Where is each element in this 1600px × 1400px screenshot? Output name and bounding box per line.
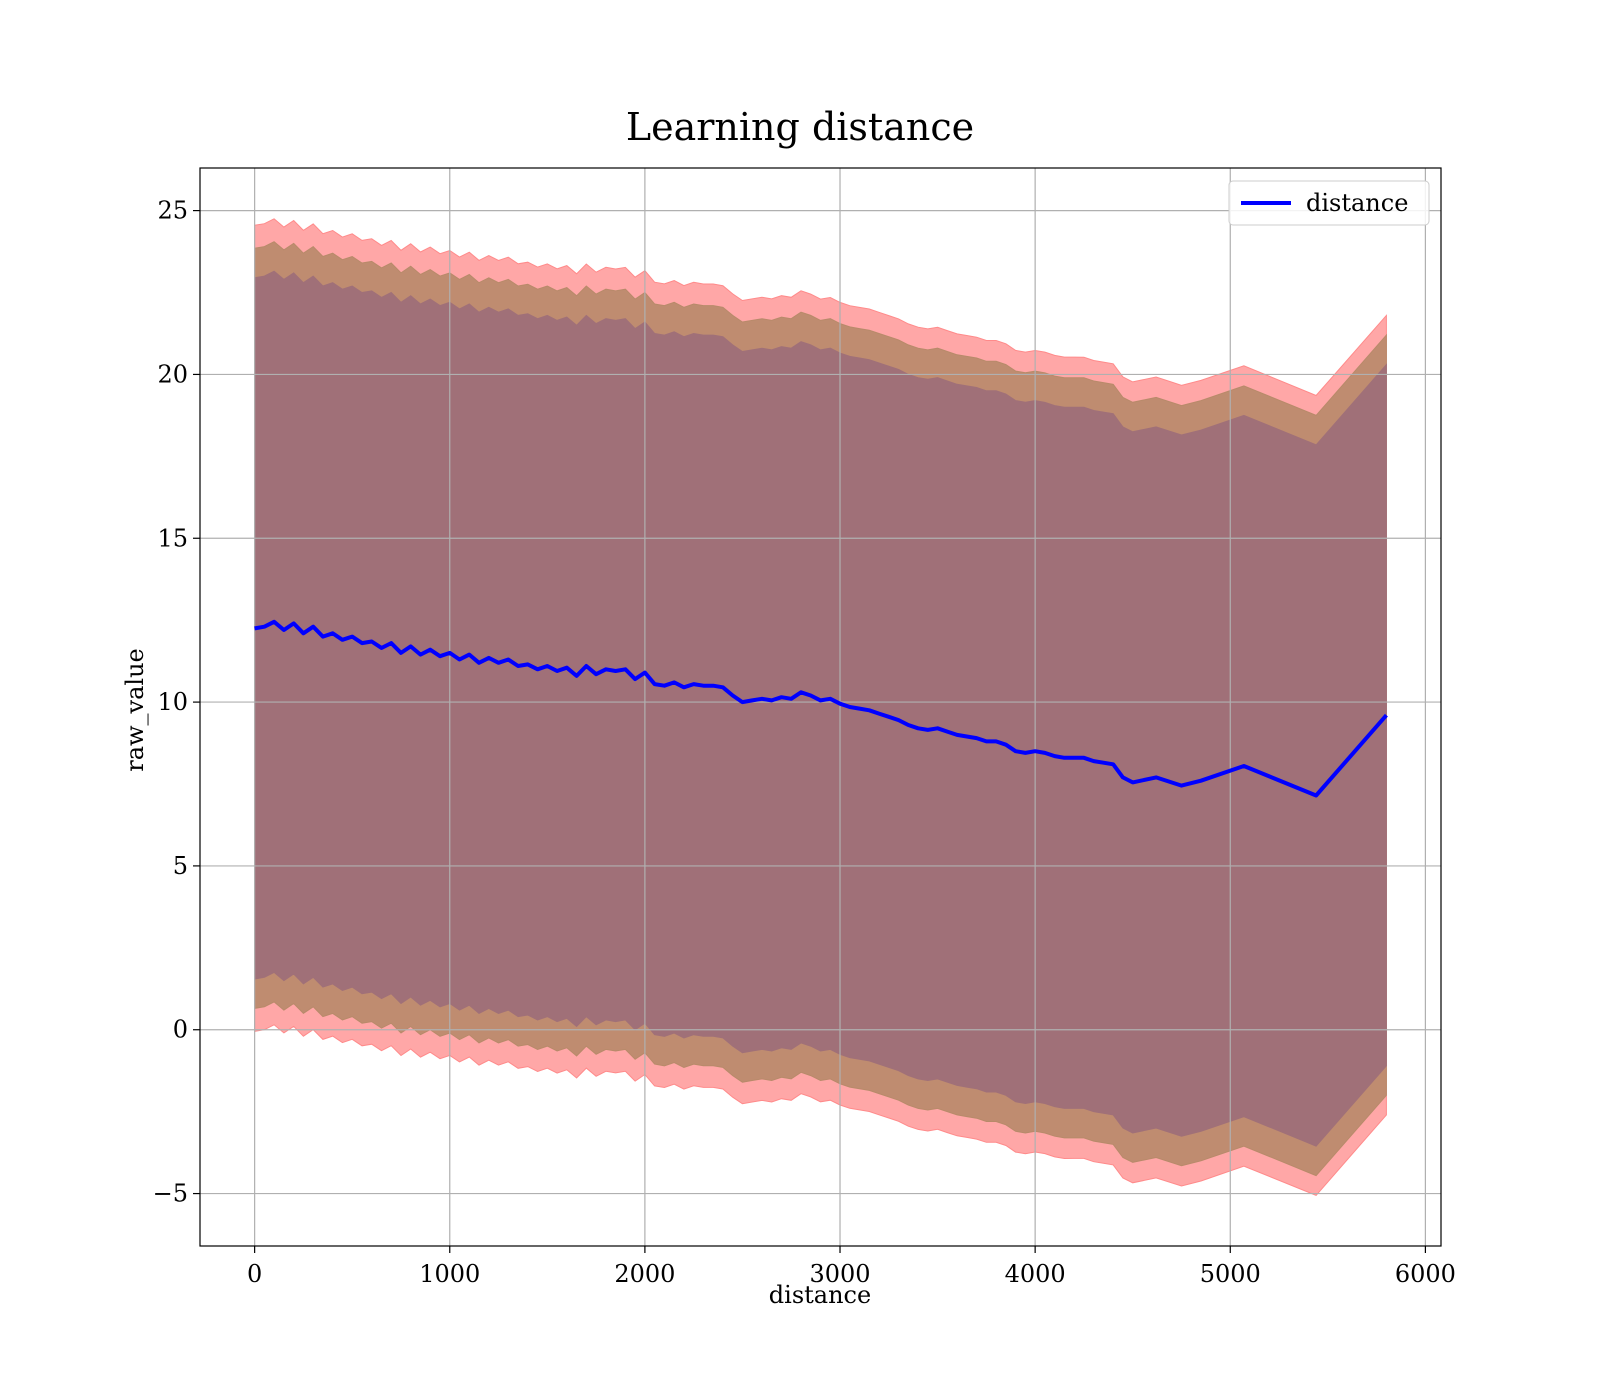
y-tick-label-10: 10: [157, 688, 188, 716]
x-tick-label-1000: 1000: [419, 1260, 480, 1288]
legend-label-distance: distance: [1306, 189, 1408, 217]
x-tick-label-3000: 3000: [809, 1260, 870, 1288]
confidence-bands: [254, 218, 1387, 1196]
y-tick-label--5: −5: [153, 1180, 188, 1208]
x-tick-label-6000: 6000: [1395, 1260, 1456, 1288]
y-axis-ticks: −5 0 5 10 15 20 25: [153, 197, 200, 1208]
chart-title: Learning distance: [626, 105, 974, 149]
series-layer: [254, 619, 1388, 798]
x-tick-label-0: 0: [247, 1260, 262, 1288]
legend: distance: [1228, 180, 1430, 226]
series-line-distance: [254, 619, 1388, 798]
x-tick-label-5000: 5000: [1200, 1260, 1261, 1288]
legend-box: [1228, 180, 1430, 226]
plot-area: [199, 167, 1442, 1247]
y-tick-label-15: 15: [157, 524, 188, 552]
y-tick-label-0: 0: [173, 1016, 188, 1044]
y-tick-label-5: 5: [173, 852, 188, 880]
x-axis-label: distance: [769, 1281, 871, 1309]
y-tick-label-20: 20: [157, 360, 188, 388]
x-tick-label-4000: 4000: [1005, 1260, 1066, 1288]
y-axis-label: raw_value: [121, 648, 149, 772]
y-tick-label-25: 25: [157, 197, 188, 225]
plot-frame: [199, 167, 1442, 1247]
x-axis-ticks: 0 1000 2000 3000 4000 5000 6000: [247, 1246, 1456, 1288]
x-tick-label-2000: 2000: [614, 1260, 675, 1288]
band-inner: [254, 270, 1387, 1147]
